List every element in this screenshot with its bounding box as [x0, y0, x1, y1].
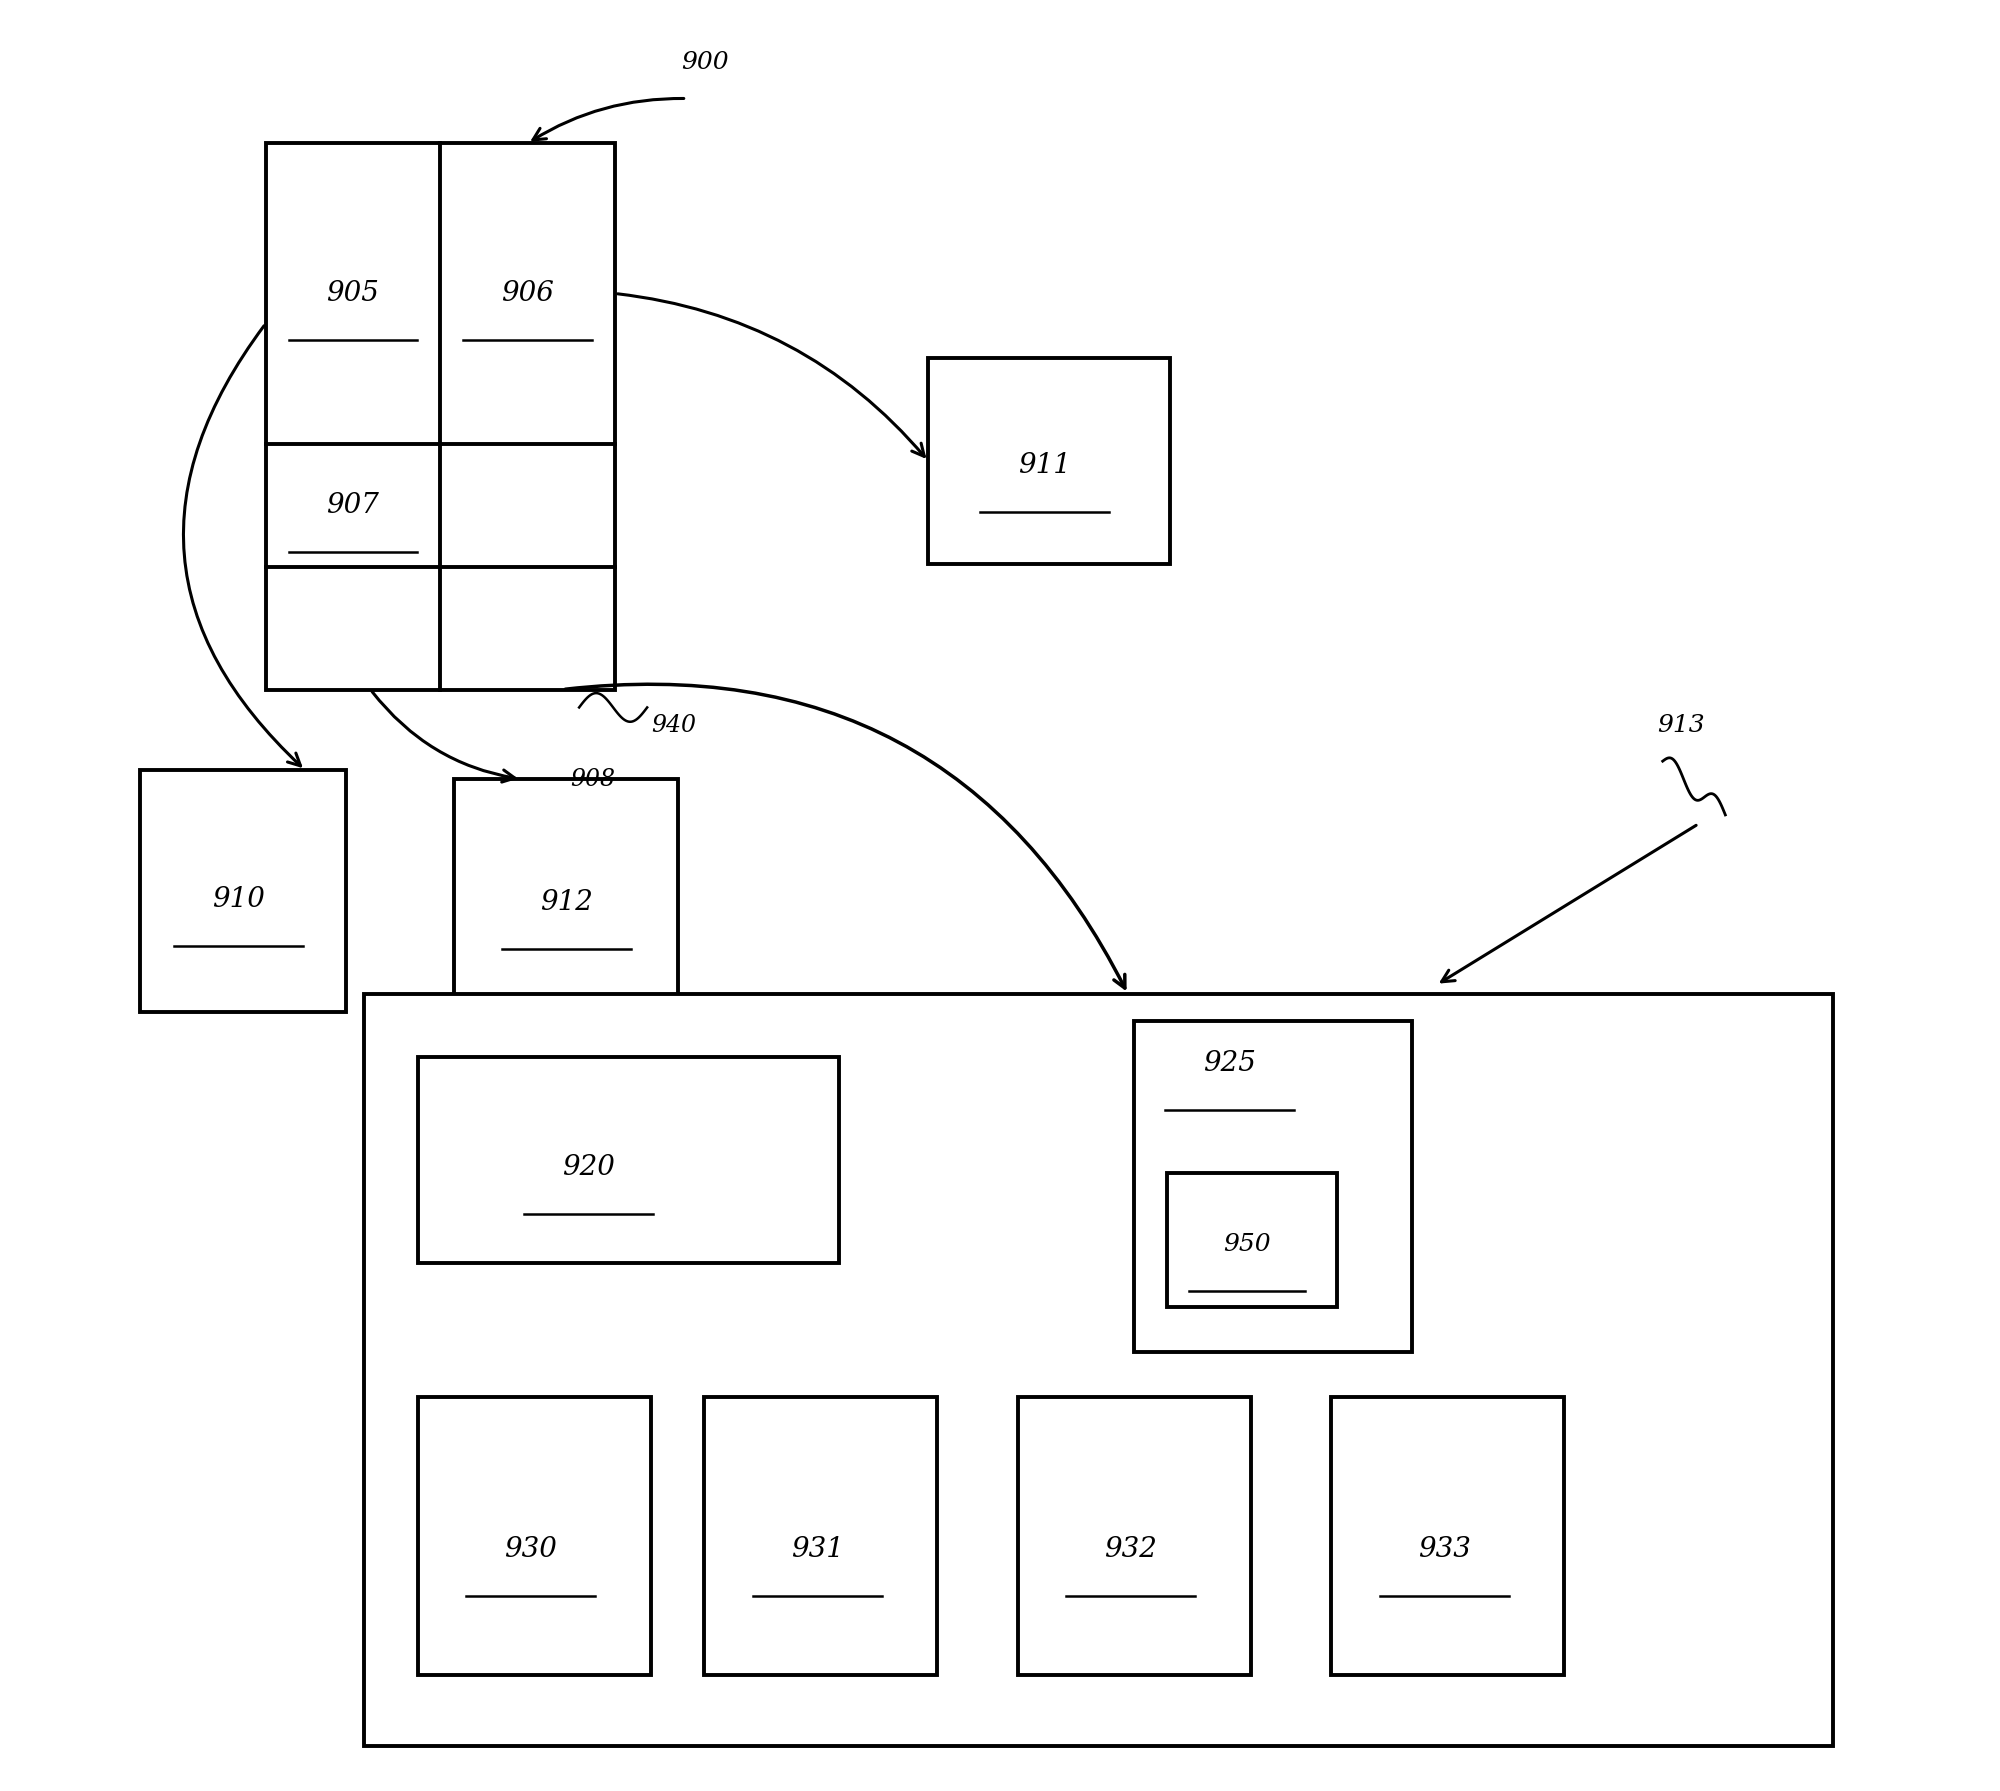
Bar: [418, 1397, 650, 1675]
FancyArrowPatch shape: [184, 326, 300, 767]
Text: 913: 913: [1656, 715, 1704, 736]
Text: 906: 906: [502, 279, 554, 306]
Text: 910: 910: [212, 885, 266, 913]
Bar: [454, 779, 678, 1021]
Text: 950: 950: [1224, 1234, 1270, 1255]
Text: 905: 905: [326, 279, 380, 306]
Bar: [418, 1057, 838, 1263]
Bar: [266, 143, 614, 690]
Text: 925: 925: [1202, 1050, 1256, 1078]
FancyArrowPatch shape: [1442, 826, 1696, 981]
Bar: [364, 994, 1832, 1746]
Text: 932: 932: [1104, 1535, 1158, 1564]
Text: 900: 900: [680, 52, 728, 73]
Text: 912: 912: [540, 888, 594, 917]
Text: 933: 933: [1418, 1535, 1470, 1564]
FancyArrowPatch shape: [372, 691, 514, 783]
Text: 940: 940: [650, 715, 696, 736]
Bar: [1332, 1397, 1564, 1675]
Bar: [704, 1397, 938, 1675]
Text: 911: 911: [1018, 451, 1072, 480]
FancyArrowPatch shape: [566, 684, 1124, 989]
Text: 920: 920: [562, 1153, 614, 1182]
Bar: [928, 358, 1170, 564]
Text: 908: 908: [570, 768, 616, 790]
Text: 907: 907: [326, 493, 380, 519]
Bar: [1018, 1397, 1250, 1675]
Bar: [1166, 1173, 1336, 1307]
Bar: [1134, 1021, 1412, 1352]
Text: 930: 930: [504, 1535, 558, 1564]
Bar: [140, 770, 346, 1012]
Text: 931: 931: [790, 1535, 844, 1564]
FancyArrowPatch shape: [532, 99, 684, 140]
FancyArrowPatch shape: [618, 294, 924, 457]
